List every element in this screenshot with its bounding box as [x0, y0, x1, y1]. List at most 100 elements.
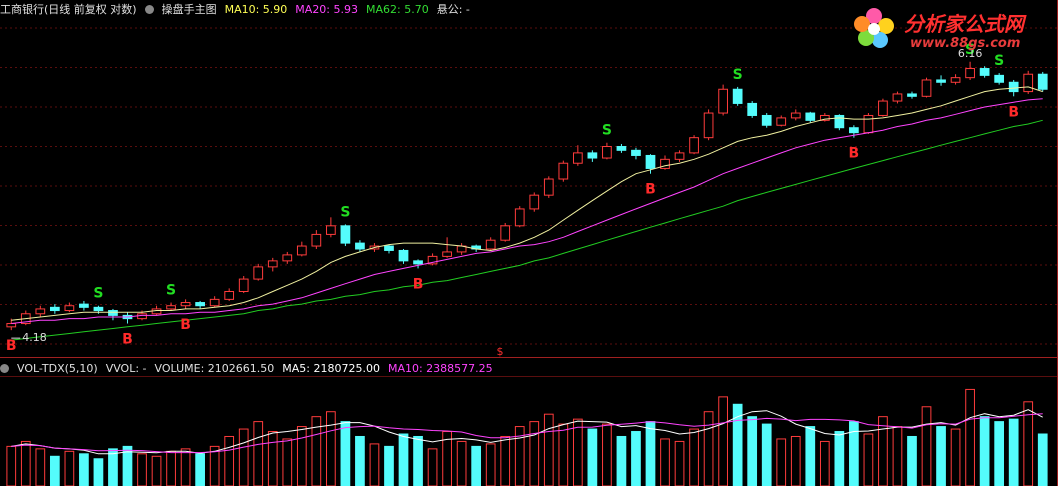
volume-bar [514, 426, 525, 486]
candle-body [616, 146, 627, 151]
legend-entry: 悬公: - [436, 3, 470, 16]
candle-body [238, 278, 249, 292]
volume-bar [355, 435, 365, 486]
volume-bar [485, 443, 496, 486]
candle-body [529, 194, 540, 210]
volume-bar [500, 435, 511, 486]
candle-body [747, 102, 758, 116]
legend-entry: MA10: 2388577.25 [387, 361, 493, 375]
signal-label: B [122, 332, 133, 348]
candle-body [849, 127, 859, 134]
dropdown-icon[interactable] [144, 4, 154, 14]
volume-bar [602, 423, 612, 486]
candle-body [485, 239, 496, 250]
candle-body [340, 225, 351, 244]
candle-body [209, 298, 220, 307]
signal-label: S [340, 204, 350, 220]
volume-bar [427, 448, 438, 486]
candle-body [863, 114, 874, 134]
volume-bar [979, 416, 990, 486]
volume-bar [122, 445, 133, 486]
volume-bar [166, 450, 176, 486]
volume-bar [921, 406, 932, 486]
logo-icon [854, 8, 894, 48]
volume-bar [180, 448, 191, 486]
candle-body [572, 152, 583, 164]
price-header: 工商银行(日线 前复权 对数) 操盘手主图 MA10: 5.90 MA20: 5.93… [0, 1, 470, 17]
volume-bar [558, 423, 569, 486]
candle-body [761, 114, 772, 126]
legend-entry: VOLUME: 2102661.50 [154, 361, 275, 375]
candle-body [427, 255, 438, 265]
candle-body [805, 112, 816, 121]
volume-bar [296, 426, 307, 486]
candle-body [442, 251, 452, 257]
signal-label: B [1008, 104, 1019, 120]
volume-bar [413, 435, 423, 486]
candle-body [543, 178, 554, 196]
volume-bar [543, 413, 554, 486]
candle-body [776, 117, 787, 126]
candle-body [689, 137, 699, 154]
candle-body [994, 74, 1005, 83]
candle-body [166, 305, 176, 310]
volume-bar [863, 433, 874, 486]
candle-body [514, 208, 525, 227]
volume-bar [195, 453, 205, 486]
signal-label: B [6, 338, 17, 354]
logo-url: www.88gs.com [910, 36, 1021, 51]
candle-body [921, 79, 932, 97]
volume-bar [1037, 433, 1048, 486]
volume-bar [253, 421, 264, 486]
volume-bar [93, 458, 104, 486]
candle-body [660, 158, 670, 169]
candle-body [1008, 81, 1019, 93]
signal-label: B [413, 276, 424, 292]
candle-body [79, 303, 89, 308]
signal-label: S [733, 67, 743, 83]
volume-bar [369, 443, 380, 486]
candle-body [64, 305, 75, 312]
candle-body [500, 225, 511, 241]
volume-bar [761, 423, 772, 486]
candle-body [631, 149, 641, 156]
volume-bar [805, 426, 816, 486]
volume-bar [849, 421, 859, 486]
signal-label: S [166, 283, 176, 299]
volume-bar [718, 396, 728, 486]
candle-body [936, 79, 946, 83]
indicator-name: 操盘手主图 [161, 3, 217, 16]
volume-bar [456, 440, 467, 486]
volume-bar [137, 453, 147, 486]
volume-bar [965, 388, 975, 486]
candle-body [398, 249, 409, 262]
signal-label: S [994, 53, 1004, 69]
volume-bar [340, 421, 351, 486]
low-label: 4.18 [22, 331, 47, 344]
volume-bar [878, 416, 888, 486]
candle-body [195, 302, 205, 307]
volume-bar [819, 440, 830, 486]
volume-bar [6, 445, 17, 486]
candle-body [834, 114, 845, 129]
volume-bar [20, 440, 31, 486]
signal-label: B [645, 182, 656, 198]
volume-bar [1008, 418, 1019, 486]
candle-body [703, 112, 714, 139]
candle-body [979, 68, 990, 76]
candle-body [892, 93, 903, 102]
dropdown-icon[interactable] [0, 363, 9, 373]
volume-bar [529, 421, 540, 486]
volume-bar [631, 431, 641, 486]
signal-label: B [849, 146, 860, 162]
candle-body [790, 112, 801, 119]
volume-bar [209, 445, 220, 486]
volume-bar [35, 448, 46, 486]
volume-bar [384, 445, 394, 486]
legend-entry: MA5: 2180725.00 [282, 361, 380, 375]
candle-body [267, 260, 278, 268]
volume-bar [660, 438, 670, 486]
candle-body [384, 245, 394, 251]
